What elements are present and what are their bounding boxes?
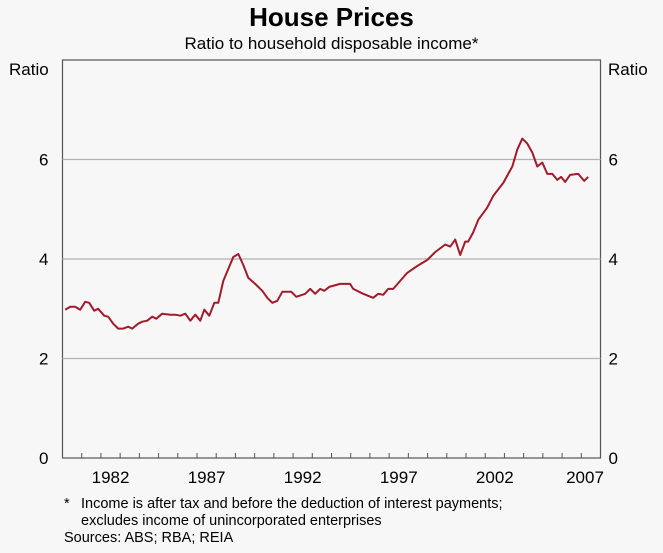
x-tick-label: 2007 <box>566 468 604 487</box>
x-tick-label: 1997 <box>380 468 418 487</box>
series-line-house-price-ratio <box>64 137 589 330</box>
y-tick-label-left: 4 <box>39 250 48 269</box>
chart-subtitle: Ratio to household disposable income* <box>184 34 479 53</box>
y-tick-label-right: 4 <box>609 250 618 269</box>
x-tick-label: 1992 <box>284 468 322 487</box>
footnote-line-1: Income is after tax and before the deduc… <box>81 496 503 512</box>
chart-title: House Prices <box>249 2 414 32</box>
x-tick-label: 1982 <box>92 468 130 487</box>
y-axis-label-left: Ratio <box>9 60 49 79</box>
x-tick-label: 2002 <box>476 468 514 487</box>
y-tick-label-left: 2 <box>39 350 48 369</box>
footnote-line-2: excludes income of unincorporated enterp… <box>81 513 382 529</box>
y-tick-label-right: 0 <box>609 449 618 468</box>
y-tick-label-left: 0 <box>39 449 48 468</box>
y-tick-label-left: 6 <box>39 151 48 170</box>
footnote-asterisk: * <box>64 496 70 512</box>
y-tick-label-right: 6 <box>609 151 618 170</box>
y-axis-label-right: Ratio <box>608 60 648 79</box>
sources-note: Sources: ABS; RBA; REIA <box>64 530 234 546</box>
x-tick-label: 1987 <box>188 468 226 487</box>
y-tick-label-right: 2 <box>609 350 618 369</box>
